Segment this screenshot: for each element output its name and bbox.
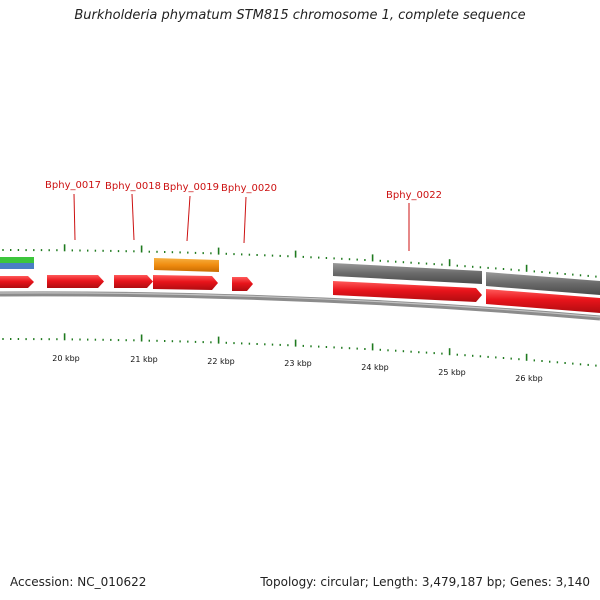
ruler-label-21kbp: 21 kbp (130, 355, 158, 364)
gene-label-bphy-0018[interactable]: Bphy_0018 (105, 181, 161, 192)
ruler-label-24kbp: 24 kbp (361, 363, 389, 372)
leader-line-bphy-0017 (73, 193, 76, 241)
accession-text: Accession: NC_010622 (10, 575, 147, 589)
gene-label-bphy-0020[interactable]: Bphy_0020 (221, 183, 277, 194)
ruler-label-23kbp: 23 kbp (284, 359, 312, 368)
orange-feature[interactable] (154, 258, 219, 272)
green-feature[interactable] (0, 257, 34, 263)
gene-label-bphy-0019[interactable]: Bphy_0019 (163, 182, 219, 193)
cds-bphy-0022-a[interactable] (333, 281, 482, 302)
blue-feature[interactable] (0, 263, 34, 269)
gene-feature-bphy-0022-b[interactable] (486, 272, 600, 295)
cds-arrow-bphy-0017[interactable] (47, 275, 104, 288)
ruler-label-20kbp: 20 kbp (52, 354, 80, 363)
gene-feature-bphy-0022-a[interactable] (333, 263, 482, 284)
leader-line-bphy-0018 (131, 193, 135, 241)
gene-label-bphy-0017[interactable]: Bphy_0017 (45, 180, 101, 191)
ruler-label-22kbp: 22 kbp (207, 357, 235, 366)
backbone-highlight (0, 292, 600, 318)
cds-arrow-bphy-0018[interactable] (114, 275, 153, 288)
ruler-ticks (2, 244, 597, 367)
ruler-label-25kbp: 25 kbp (438, 368, 466, 377)
cds-arrow-bphy-0019[interactable] (153, 275, 218, 290)
cds-arrow-bphy-0020[interactable] (232, 277, 253, 291)
backbone-line (0, 291, 600, 321)
cds-bphy-0022-b[interactable] (486, 289, 600, 313)
map-title: Burkholderia phymatum STM815 chromosome … (74, 8, 526, 23)
ruler-label-26kbp: 26 kbp (515, 374, 543, 383)
leader-line-bphy-0020 (243, 196, 247, 244)
cds-arrow-partial[interactable] (0, 276, 34, 288)
gene-label-bphy-0022[interactable]: Bphy_0022 (386, 190, 442, 201)
leader-line-bphy-0019 (186, 195, 191, 242)
sequence-summary-text: Topology: circular; Length: 3,479,187 bp… (260, 575, 590, 589)
